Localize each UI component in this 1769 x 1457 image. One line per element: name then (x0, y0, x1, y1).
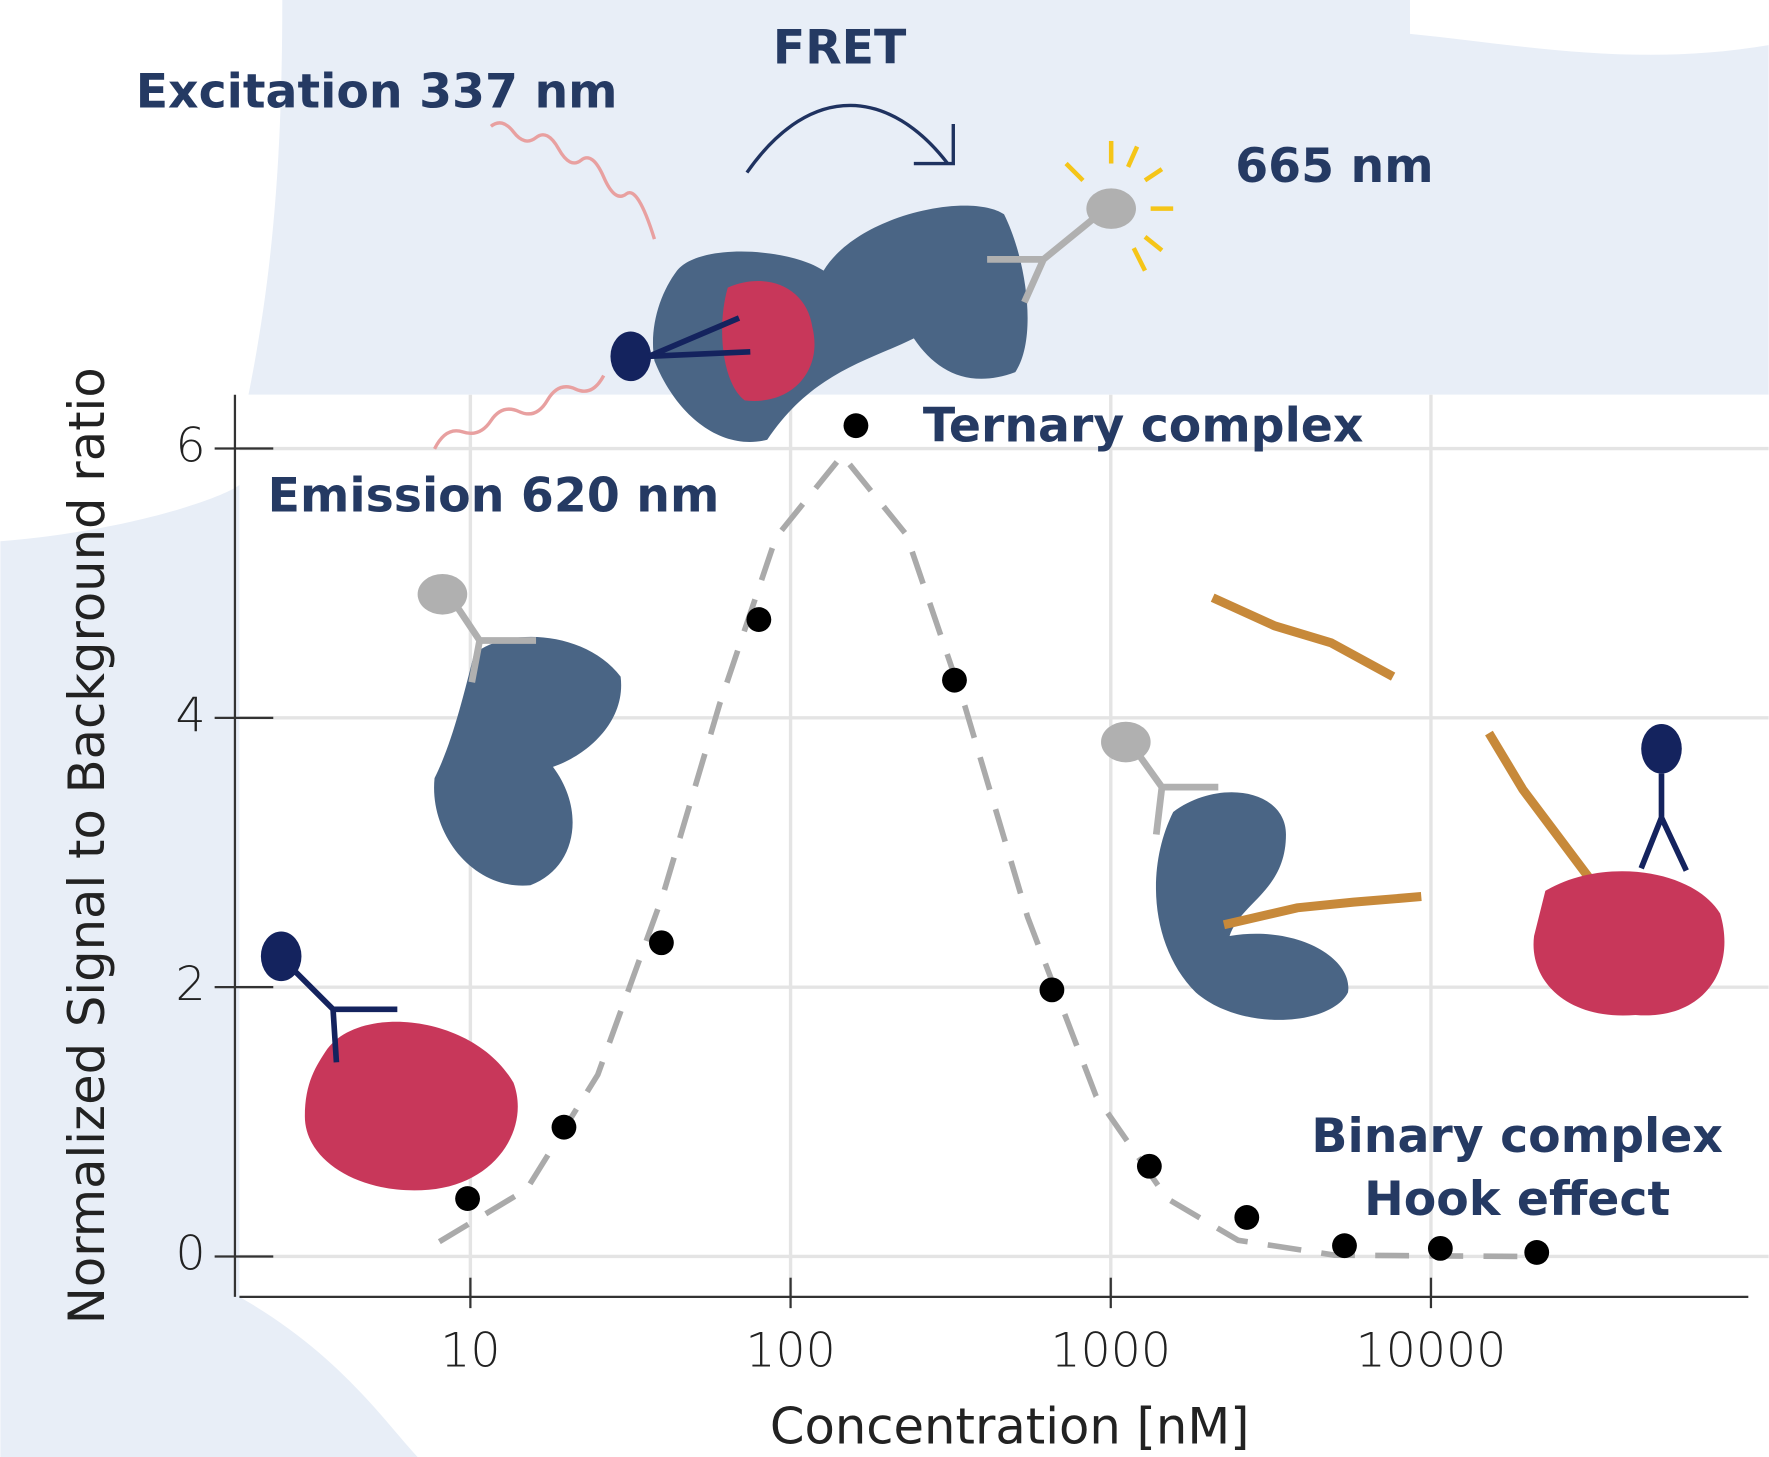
fit-line (437, 450, 1528, 1260)
y-tick-label: 0 (175, 1226, 205, 1281)
data-point (843, 413, 869, 439)
x-tick-label: 10000 (1356, 1323, 1507, 1378)
background-shape (1410, 0, 1769, 55)
data-point (649, 930, 674, 956)
x-tick-label: 10 (440, 1323, 500, 1378)
y-tick-label: 2 (175, 957, 205, 1012)
annotation: Binary complex (1311, 1109, 1722, 1164)
data-point (746, 607, 772, 632)
marks (437, 413, 1550, 1265)
illustration (260, 103, 1725, 1191)
annotation: Ternary complex (923, 399, 1364, 454)
annotation: FRET (773, 21, 907, 76)
background-shape (0, 484, 418, 1457)
data-point (1136, 1153, 1162, 1179)
data-point (942, 667, 967, 693)
data-point (455, 1186, 480, 1211)
data-point (1332, 1233, 1357, 1259)
background-shape (248, 0, 1769, 395)
annotation: 665 nm (1235, 139, 1433, 194)
annotation: Excitation 337 nm (136, 65, 618, 120)
data-point (551, 1114, 577, 1140)
x-tick-label: 100 (745, 1323, 835, 1378)
y-axis-label: Normalized Signal to Background ratio (58, 367, 116, 1324)
x-axis-label: Concentration [nM] (770, 1397, 1250, 1455)
data-point (1427, 1235, 1453, 1261)
annotation: Hook effect (1364, 1172, 1670, 1227)
annotation: Emission 620 nm (268, 468, 720, 523)
y-tick-label: 6 (175, 419, 205, 474)
x-tick-label: 1000 (1050, 1323, 1171, 1378)
data-point (1524, 1240, 1550, 1265)
data-point (1234, 1205, 1260, 1230)
data-point (1039, 977, 1065, 1003)
grid: 10 100 1000 10000 0 2 4 6 (175, 394, 1769, 1378)
y-tick-label: 4 (175, 688, 205, 743)
